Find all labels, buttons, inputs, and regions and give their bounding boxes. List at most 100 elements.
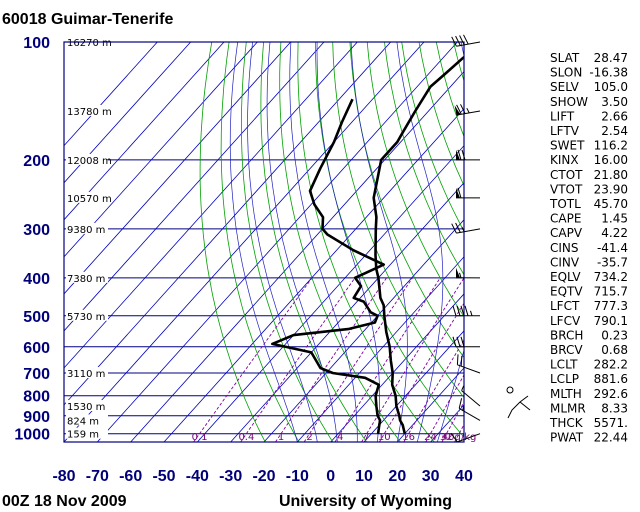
wind-barb	[456, 354, 481, 374]
wind-barb-flag	[452, 336, 457, 347]
isotherm-line	[330, 293, 464, 442]
wind-barb-flag	[455, 222, 461, 233]
wind-barb-flag	[463, 34, 469, 45]
wind-barb-flag	[456, 104, 462, 115]
mixing-ratio-label: 1	[278, 432, 284, 443]
mixing-ratio-label: 32	[440, 432, 453, 443]
index-value: 0.68	[601, 343, 628, 357]
mixing-ratio-label: 24	[424, 432, 437, 443]
wind-barb	[452, 305, 481, 317]
height-label-background	[66, 191, 108, 203]
wind-barb-staff	[456, 110, 481, 116]
wind-barb-flag	[452, 305, 457, 316]
temperature-tick-label: 20	[388, 468, 406, 485]
index-value: 23.90	[594, 182, 628, 196]
mixing-ratio-line	[303, 277, 413, 442]
isotherm-line	[163, 108, 464, 442]
wind-barb	[455, 187, 481, 199]
height-label: 10570 m	[67, 194, 112, 205]
stability-indices: SLAT 28.47 SLON -16.38 SELV 105.0 SHOW 3.50 LIFT…	[549, 51, 628, 445]
height-label-background	[66, 222, 108, 234]
mixing-ratio-label: 4	[337, 432, 343, 443]
isotherm-line	[363, 330, 464, 442]
isotherm-line	[263, 219, 464, 442]
wind-barb	[452, 336, 481, 348]
index-name: LCLP	[550, 372, 579, 386]
index-value: 5571.	[594, 416, 628, 430]
index-value: 21.80	[594, 168, 628, 182]
pressure-tick-label: 600	[23, 340, 50, 357]
isotherm-line	[230, 182, 464, 442]
mixing-ratio-line	[193, 277, 313, 442]
mixing-ratio-label: 40g/kg	[442, 432, 477, 443]
pressure-tick-label: 900	[23, 409, 50, 426]
height-label-background	[66, 309, 108, 321]
height-label: 824 m	[67, 416, 99, 427]
index-value: 45.70	[594, 197, 628, 211]
index-name: BRCH	[550, 328, 583, 342]
dry-adiabat-line	[384, 42, 464, 276]
station-title: 60018 Guimar-Tenerife	[2, 11, 173, 28]
height-label: 3110 m	[67, 369, 105, 380]
index-value: 292.6	[594, 387, 628, 401]
index-value: 3.50	[601, 95, 628, 109]
index-name: EQTV	[550, 285, 583, 299]
wind-barb-half-flag	[462, 405, 465, 411]
wind-barb-flag	[460, 305, 465, 316]
pressure-tick-label: 500	[23, 309, 50, 326]
pressure-tick-label: 1000	[14, 427, 50, 444]
index-name: MLMR	[550, 401, 586, 415]
height-label-background	[66, 104, 108, 116]
index-name: LFCT	[550, 299, 580, 313]
moist-adiabat-line	[229, 42, 298, 442]
isotherm-line	[197, 145, 464, 442]
hodograph-origin	[506, 386, 514, 394]
pressure-tick-label: 400	[23, 271, 50, 288]
pressure-tick-label: 300	[23, 222, 50, 239]
isotherm-line	[64, 42, 391, 406]
pressure-tick-label: 200	[23, 153, 50, 170]
isotherm-line	[64, 42, 358, 369]
hodograph-trace	[507, 395, 529, 419]
index-name: CINV	[550, 255, 580, 269]
mixing-ratio-line	[275, 277, 387, 442]
isotherm-line	[64, 42, 325, 332]
wind-barb-half-flag	[466, 107, 470, 114]
temperature-tick-label: -80	[52, 468, 75, 485]
wind-barb	[455, 267, 481, 279]
pressure-tick-label: 100	[23, 35, 50, 52]
index-name: KINX	[550, 153, 579, 167]
mixing-ratio-line	[441, 401, 464, 442]
height-label: 13780 m	[67, 107, 112, 118]
wind-barb-flag	[464, 305, 469, 316]
index-value: 715.7	[594, 285, 628, 299]
diagram-background-lines	[64, 42, 464, 442]
wind-barb-pennant	[454, 105, 461, 116]
wind-barb-flag	[451, 36, 457, 47]
wind-barb	[451, 34, 481, 47]
mixing-ratio-line	[425, 374, 464, 442]
height-labels: 16270 m 13780 m 12008 m 10570 m 9380 m 7380 m…	[66, 36, 112, 441]
index-value: -16.38	[589, 66, 628, 80]
observation-time: 00Z 18 Nov 2009	[2, 493, 127, 510]
dry-adiabat-line	[349, 42, 464, 359]
wind-barb-pennant	[456, 187, 460, 198]
index-name: SELV	[550, 80, 580, 94]
index-name: PWAT	[550, 431, 584, 445]
wind-barbs	[450, 34, 481, 443]
wind-barb	[450, 433, 481, 443]
temperature-tick-label: 10	[355, 468, 373, 485]
plot-frame	[63, 41, 465, 443]
index-name: CAPE	[550, 212, 581, 226]
height-label-background	[66, 427, 108, 439]
sounding-traces	[270, 55, 464, 435]
height-label: 7380 m	[67, 274, 105, 285]
index-name: LFTV	[550, 124, 580, 138]
isotherm-line	[64, 42, 291, 295]
index-name: CINS	[550, 241, 579, 255]
index-name: SHOW	[550, 95, 588, 109]
wind-barb-staff	[458, 407, 481, 421]
index-name: BRCV	[550, 343, 583, 357]
moist-adiabat-line	[350, 42, 408, 442]
